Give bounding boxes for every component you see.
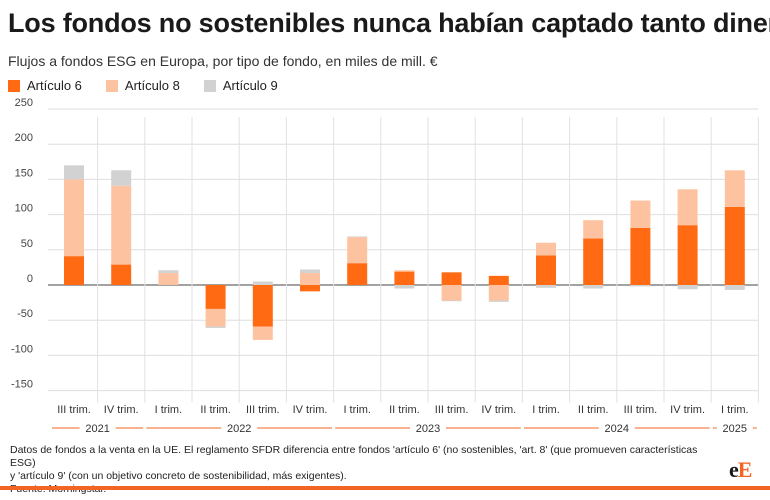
- bar-articulo9-7: [394, 285, 414, 289]
- year-label: 2021: [85, 423, 109, 435]
- legend-swatch-articulo-8: [106, 80, 118, 92]
- bar-articulo8-13: [678, 189, 698, 225]
- year-label: 2022: [227, 423, 251, 435]
- bar-articulo8-4: [253, 327, 273, 340]
- year-label: 2023: [416, 423, 440, 435]
- legend-item-articulo-8: Artículo 8: [106, 78, 180, 93]
- legend-swatch-articulo-6: [8, 80, 20, 92]
- x-tick-label: I trim.: [532, 404, 560, 416]
- bar-articulo8-10: [536, 243, 556, 256]
- y-tick-label: -100: [11, 343, 33, 355]
- bar-articulo9-2: [158, 270, 178, 273]
- x-tick-label: III trim.: [435, 404, 469, 416]
- chart-subtitle: Flujos a fondos ESG en Europa, por tipo …: [8, 53, 438, 69]
- x-tick-label: I trim.: [155, 404, 183, 416]
- y-tick-label: 100: [15, 203, 33, 215]
- bar-articulo8-5: [300, 273, 320, 285]
- bar-articulo9-1: [111, 170, 131, 185]
- x-tick-label: IV trim.: [481, 404, 516, 416]
- legend: Artículo 6 Artículo 8 Artículo 9: [8, 78, 278, 93]
- x-tick-label: III trim.: [57, 404, 91, 416]
- stacked-bar-chart: 250 200 150 100 50 0 -50 -100 -150 III trim. IV tr…: [0, 96, 770, 441]
- bar-articulo9-3: [206, 327, 226, 328]
- y-tick-label: 50: [21, 238, 33, 250]
- bar-articulo6-13: [678, 225, 698, 285]
- bar-articulo6-14: [725, 207, 745, 285]
- x-tick-label: I trim.: [721, 404, 749, 416]
- year-label: 2025: [723, 423, 747, 435]
- y-tick-label: 150: [15, 167, 33, 179]
- x-tick-label: II trim.: [578, 404, 609, 416]
- bar-articulo9-0: [64, 165, 84, 179]
- bar-articulo8-7: [394, 270, 414, 271]
- bar-articulo8-14: [725, 170, 745, 207]
- footnote-line-1: Datos de fondos a la venta en la UE. El …: [10, 444, 710, 470]
- y-tick-label: 200: [15, 132, 33, 144]
- x-tick-label: III trim.: [246, 404, 280, 416]
- bar-articulo6-9: [489, 276, 509, 285]
- bar-articulo9-12: [630, 285, 650, 286]
- legend-item-articulo-6: Artículo 6: [8, 78, 82, 93]
- y-tick-label: 0: [27, 273, 33, 285]
- logo-letter-E: E: [738, 457, 752, 482]
- bar-articulo8-3: [206, 309, 226, 327]
- bar-articulo9-8: [442, 300, 462, 301]
- bar-articulo6-10: [536, 255, 556, 285]
- bottom-accent-bar: [0, 486, 770, 490]
- y-tick-label: -50: [17, 308, 33, 320]
- bar-articulo6-0: [64, 256, 84, 285]
- x-tick-label: IV trim.: [670, 404, 705, 416]
- legend-item-articulo-9: Artículo 9: [204, 78, 278, 93]
- x-tick-label: II trim.: [200, 404, 231, 416]
- bar-articulo9-13: [678, 285, 698, 289]
- legend-label: Artículo 6: [27, 78, 82, 93]
- bar-articulo8-0: [64, 179, 84, 256]
- x-tick-label: IV trim.: [293, 404, 328, 416]
- bar-articulo9-9: [489, 300, 509, 301]
- bar-articulo6-5: [300, 285, 320, 291]
- bar-articulo8-6: [347, 237, 367, 263]
- bar-articulo6-8: [442, 272, 462, 285]
- x-tick-label: IV trim.: [104, 404, 139, 416]
- bar-articulo6-6: [347, 263, 367, 285]
- bar-articulo8-2: [158, 273, 178, 285]
- bar-articulo8-8: [442, 285, 462, 300]
- bar-articulo9-5: [300, 270, 320, 274]
- bar-articulo9-4: [253, 281, 273, 285]
- bar-articulo6-3: [206, 285, 226, 309]
- bar-articulo6-7: [394, 272, 414, 285]
- bar-articulo6-12: [630, 228, 650, 285]
- bar-articulo9-6: [347, 236, 367, 237]
- legend-label: Artículo 8: [125, 78, 180, 93]
- bar-articulo9-14: [725, 285, 745, 290]
- bar-articulo8-1: [111, 186, 131, 265]
- bar-articulo8-12: [630, 201, 650, 228]
- bar-articulo6-4: [253, 285, 273, 327]
- y-tick-label: 250: [15, 97, 33, 109]
- publisher-logo: eE: [729, 457, 751, 483]
- footnote-line-2: y 'artículo 9' (con un objetivo concreto…: [10, 470, 710, 483]
- bar-articulo9-11: [583, 285, 603, 289]
- y-tick-label: -150: [11, 379, 33, 391]
- year-label: 2024: [605, 423, 629, 435]
- bar-articulo9-10: [536, 285, 556, 288]
- bar-articulo8-9: [489, 285, 509, 300]
- logo-letter-e: e: [729, 457, 738, 482]
- x-tick-label: I trim.: [343, 404, 371, 416]
- bar-articulo6-11: [583, 239, 603, 285]
- legend-label: Artículo 9: [223, 78, 278, 93]
- x-tick-label: II trim.: [389, 404, 420, 416]
- bar-articulo8-11: [583, 220, 603, 238]
- legend-swatch-articulo-9: [204, 80, 216, 92]
- chart-title: Los fondos no sostenibles nunca habían c…: [8, 8, 770, 39]
- bar-articulo6-1: [111, 265, 131, 285]
- x-tick-label: III trim.: [624, 404, 658, 416]
